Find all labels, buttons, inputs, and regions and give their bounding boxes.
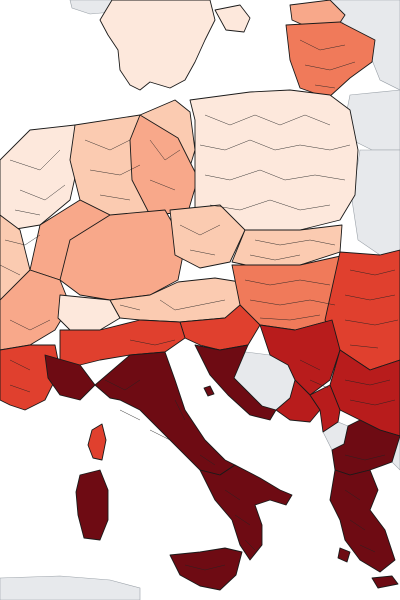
region-croatia-coast <box>194 344 277 421</box>
region-zealand <box>214 4 251 33</box>
region-germany-east <box>129 114 199 216</box>
region-italy-northwest <box>44 354 96 401</box>
region-lithuania <box>285 21 376 99</box>
region-sardinia <box>75 469 109 541</box>
region-germany-south <box>59 209 186 301</box>
region-island-1 <box>203 385 215 397</box>
region-czechia <box>169 204 246 269</box>
region-poland <box>189 89 359 233</box>
region-sicily <box>169 547 243 591</box>
region-corsica <box>87 423 107 461</box>
nodata-ukraine <box>351 149 400 256</box>
region-france-south <box>0 344 61 411</box>
region-greece-south <box>329 469 396 573</box>
district-borders <box>0 39 399 571</box>
region-serbia <box>259 319 341 396</box>
nodata-africa <box>0 575 141 600</box>
region-macedonia <box>309 384 341 433</box>
region-italy-south <box>199 464 293 561</box>
region-crete-small <box>371 575 399 589</box>
region-denmark <box>99 0 216 91</box>
region-slovakia <box>231 224 343 269</box>
region-island-2 <box>337 547 351 563</box>
